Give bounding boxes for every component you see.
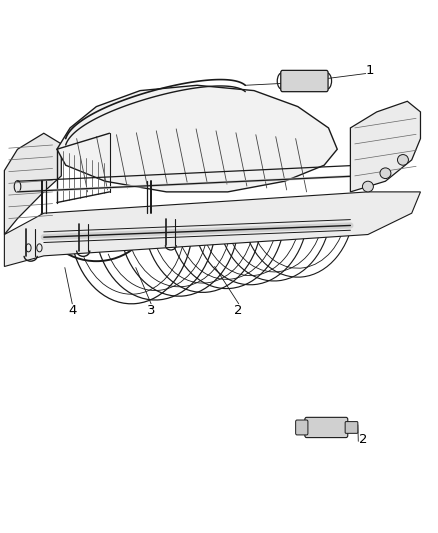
FancyBboxPatch shape <box>305 417 348 438</box>
Text: 2: 2 <box>359 433 368 446</box>
FancyBboxPatch shape <box>345 422 358 433</box>
Text: 4: 4 <box>68 304 77 317</box>
Ellipse shape <box>397 155 408 165</box>
Polygon shape <box>4 192 420 266</box>
Text: 1: 1 <box>366 64 374 77</box>
Polygon shape <box>350 101 420 192</box>
Text: 3: 3 <box>147 304 155 317</box>
Text: 2: 2 <box>234 304 243 317</box>
FancyBboxPatch shape <box>281 70 328 92</box>
Ellipse shape <box>380 168 391 179</box>
FancyBboxPatch shape <box>296 420 308 435</box>
Polygon shape <box>57 85 337 192</box>
Ellipse shape <box>362 181 373 192</box>
Polygon shape <box>4 133 61 235</box>
